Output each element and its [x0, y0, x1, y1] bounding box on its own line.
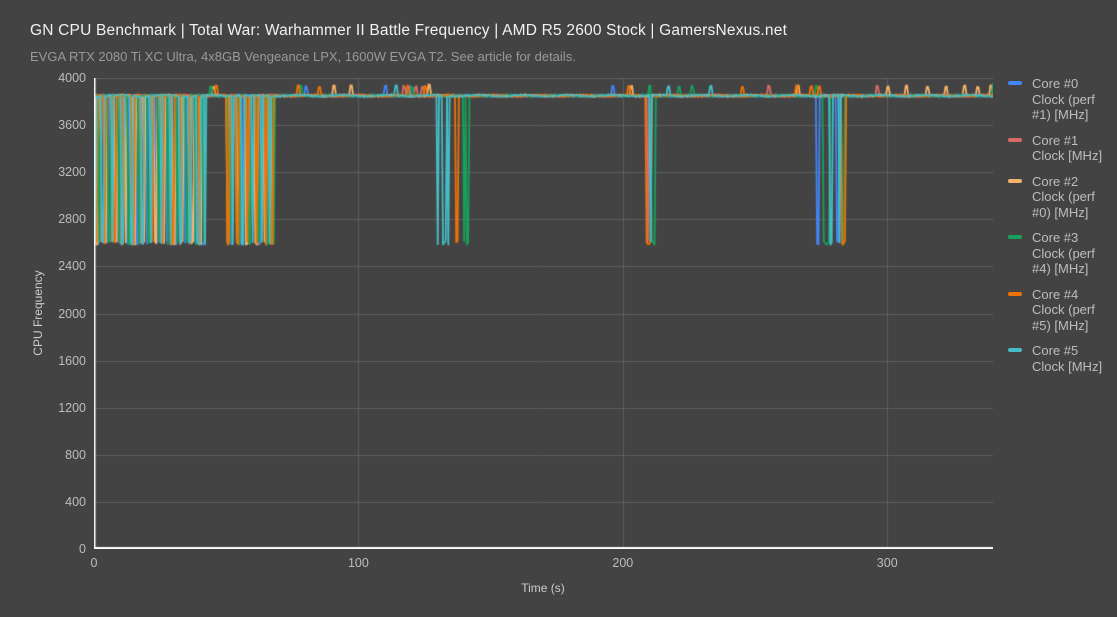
y-tick-label: 0	[79, 542, 86, 556]
x-tick-label: 200	[612, 556, 634, 570]
y-tick-label: 2000	[58, 306, 86, 321]
y-tick-label: 400	[65, 494, 86, 509]
legend-item: Core #2 Clock (perf #0) [MHz]	[1008, 174, 1114, 221]
frequency-line-plot	[94, 78, 993, 549]
chart-title: GN CPU Benchmark | Total War: Warhammer …	[30, 22, 788, 39]
y-tick-label: 4000	[58, 71, 86, 85]
legend-swatch-icon	[1008, 178, 1022, 183]
legend-item: Core #0 Clock (perf #1) [MHz]	[1008, 76, 1114, 123]
x-axis-title: Time (s)	[521, 581, 565, 595]
legend-label: Core #5 Clock [MHz]	[1032, 343, 1103, 374]
x-tick-label: 0	[90, 556, 98, 570]
legend-label: Core #2 Clock (perf #0) [MHz]	[1032, 173, 1095, 220]
y-tick-label: 3600	[58, 118, 86, 133]
legend-item: Core #3 Clock (perf #4) [MHz]	[1008, 230, 1114, 277]
y-tick-label: 1600	[58, 353, 86, 368]
legend-swatch-icon	[1008, 81, 1022, 85]
y-tick-label: 3200	[58, 165, 86, 180]
chart-subtitle: EVGA RTX 2080 Ti XC Ultra, 4x8GB Vengean…	[30, 49, 576, 64]
legend-swatch-icon	[1008, 348, 1022, 352]
legend-swatch-icon	[1008, 291, 1022, 296]
y-tick-label: 1200	[58, 400, 86, 415]
legend-item: Core #1 Clock [MHz]	[1008, 133, 1114, 164]
y-tick-label: 800	[65, 447, 86, 462]
legend-label: Core #4 Clock (perf #5) [MHz]	[1032, 286, 1095, 333]
y-tick-label: 2400	[58, 259, 86, 274]
legend-item: Core #5 Clock [MHz]	[1008, 343, 1114, 374]
legend-item: Core #4 Clock (perf #5) [MHz]	[1008, 287, 1114, 334]
legend-swatch-icon	[1008, 137, 1022, 142]
legend-label: Core #3 Clock (perf #4) [MHz]	[1032, 230, 1095, 276]
legend-label: Core #1 Clock [MHz]	[1032, 132, 1103, 164]
legend-swatch-icon	[1008, 235, 1022, 239]
y-axis-title: CPU Frequency	[31, 270, 45, 356]
y-tick-label: 2800	[58, 212, 86, 227]
legend-label: Core #0 Clock (perf #1) [MHz]	[1032, 76, 1095, 122]
x-tick-label: 100	[347, 556, 369, 570]
legend: Core #0 Clock (perf #1) [MHz] Core #1 Clo…	[1008, 76, 1114, 374]
x-tick-label: 300	[876, 556, 898, 570]
